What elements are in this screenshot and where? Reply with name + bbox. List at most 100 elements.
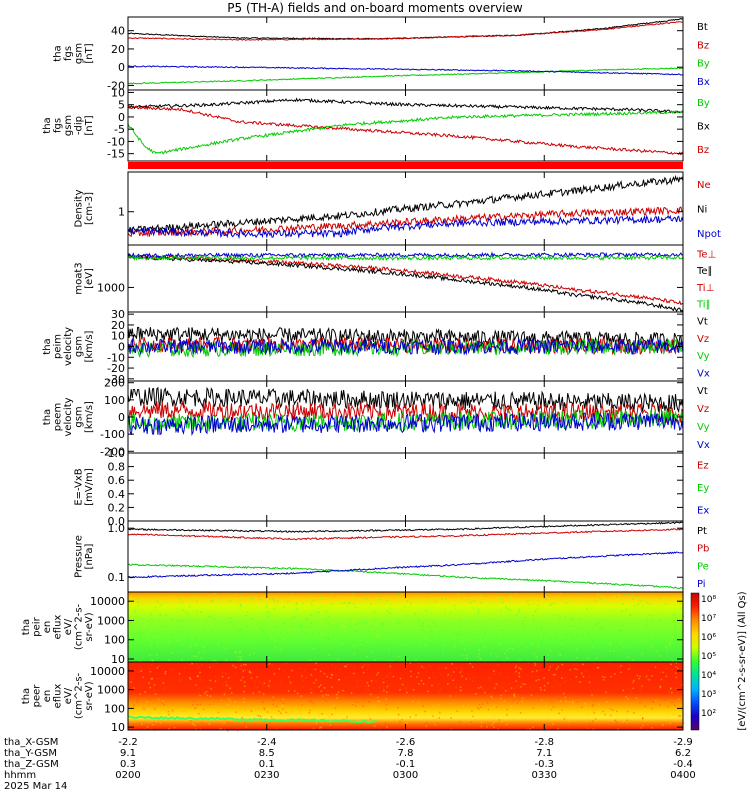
spectrogram-pixel — [674, 687, 676, 690]
spectrogram-pixel — [473, 600, 475, 602]
spectrogram-pixel — [632, 635, 635, 638]
spectrogram-pixel — [256, 686, 259, 689]
spectrogram-pixel — [532, 620, 535, 622]
spectrogram-pixel — [453, 604, 456, 607]
spectrogram-pixel — [497, 597, 499, 599]
spectrogram-pixel — [531, 653, 534, 655]
spectrogram-pixel — [279, 678, 282, 681]
spectrogram-pixel — [359, 722, 362, 725]
spectrogram-pixel — [237, 660, 240, 662]
spectrogram-pixel — [472, 680, 474, 682]
spectrogram-pixel — [540, 633, 542, 635]
spectrogram-pixel — [607, 649, 609, 652]
y-axis-label: eV/ — [63, 618, 74, 635]
spectrogram-pixel — [531, 594, 533, 596]
spectrogram-pixel — [604, 713, 606, 716]
y-axis-label: velocity — [63, 397, 74, 436]
spectrogram-pixel — [183, 666, 186, 668]
spectrogram-pixel — [278, 668, 281, 670]
spectrogram-pixel — [678, 698, 680, 701]
y-axis-label: [cm-3] — [84, 192, 95, 225]
series-Pi — [128, 551, 683, 579]
spectrogram-pixel — [209, 679, 212, 682]
spectrogram-pixel — [623, 593, 625, 596]
spectrogram-pixel — [469, 678, 471, 681]
spectrogram-pixel — [400, 593, 403, 595]
spectrogram-pixel — [266, 683, 269, 685]
spectrogram-pixel — [506, 714, 508, 717]
spectrogram-pixel — [484, 594, 487, 597]
spectrogram-pixel — [392, 675, 395, 678]
x-axis-var-label: tha_Z-GSM — [4, 759, 59, 770]
spectrogram-pixel — [243, 697, 245, 700]
spectrogram-pixel — [415, 696, 418, 698]
spectrogram-pixel — [566, 594, 568, 596]
spectrogram-pixel — [545, 705, 547, 707]
spectrogram-pixel — [184, 628, 187, 630]
spectrogram-pixel — [500, 694, 503, 697]
spectrogram-pixel — [212, 659, 214, 662]
spectrogram-pixel — [195, 707, 197, 709]
spectrogram-pixel — [592, 704, 594, 706]
spectrogram-pixel — [243, 690, 245, 693]
spectrogram-pixel — [301, 658, 303, 661]
legend-Pe: Pe — [697, 561, 709, 572]
spectrogram-pixel — [666, 718, 668, 721]
spectrogram-pixel — [575, 649, 578, 651]
spectrogram-pixel — [353, 603, 355, 606]
y-tick-label: 0.2 — [108, 501, 126, 514]
spectrogram-pixel — [309, 700, 312, 702]
spectrogram-pixel — [673, 647, 676, 649]
spectrogram-pixel — [272, 598, 274, 600]
spectrogram-pixel — [211, 639, 214, 642]
spectrogram-pixel — [344, 690, 346, 692]
y-tick-label: 0.4 — [108, 488, 126, 501]
spectrogram-pixel — [627, 652, 630, 655]
spectrogram-pixel — [519, 712, 522, 714]
spectrogram-pixel — [555, 625, 558, 628]
spectrogram-pixel — [570, 622, 572, 624]
spectrogram-pixel — [629, 687, 631, 690]
spectrogram-pixel — [641, 717, 644, 720]
spectrogram-pixel — [466, 596, 469, 598]
spectrogram-pixel — [244, 669, 246, 672]
spectrogram-pixel — [644, 640, 646, 642]
legend-By: By — [697, 59, 710, 70]
spectrogram-pixel — [229, 600, 231, 602]
spectrogram-pixel — [203, 696, 206, 698]
spectrogram-pixel — [310, 614, 313, 616]
spectrogram-pixel — [599, 647, 601, 649]
legend-Ni: Ni — [697, 205, 707, 216]
spectrogram-pixel — [472, 728, 475, 730]
spectrogram-pixel — [385, 708, 388, 711]
spectrogram-pixel — [459, 640, 462, 643]
spectrogram-pixel — [312, 701, 314, 704]
spectrogram-pixel — [384, 722, 386, 724]
spectrogram-pixel — [627, 668, 630, 670]
spectrogram-pixel — [459, 693, 462, 696]
spectrogram-pixel — [257, 631, 259, 634]
spectrogram-pixel — [406, 600, 409, 602]
colorbar-gradient — [690, 592, 700, 731]
spectrogram-pixel — [511, 681, 513, 684]
spectrogram-pixel — [585, 703, 587, 705]
spectrogram-pixel — [425, 649, 428, 651]
spectrogram-pixel — [531, 624, 533, 626]
spectrogram-pixel — [310, 622, 313, 624]
spectrogram-pixel — [327, 616, 330, 618]
spectrogram-pixel — [361, 697, 364, 700]
spectrogram-pixel — [437, 696, 439, 698]
spectrogram-pixel — [276, 705, 278, 708]
spectrogram-pixel — [638, 600, 640, 602]
spectrogram-pixel — [200, 627, 203, 630]
spectrogram-pixel — [536, 659, 539, 662]
spectrogram-pixel — [388, 691, 391, 693]
x-axis-value: 8.5 — [259, 748, 275, 759]
spectrogram-pixel — [514, 673, 516, 676]
spectrogram-pixel — [432, 672, 434, 674]
spectrogram-pixel — [418, 620, 420, 622]
spectrogram-pixel — [516, 685, 518, 688]
spectrogram-pixel — [418, 642, 420, 645]
